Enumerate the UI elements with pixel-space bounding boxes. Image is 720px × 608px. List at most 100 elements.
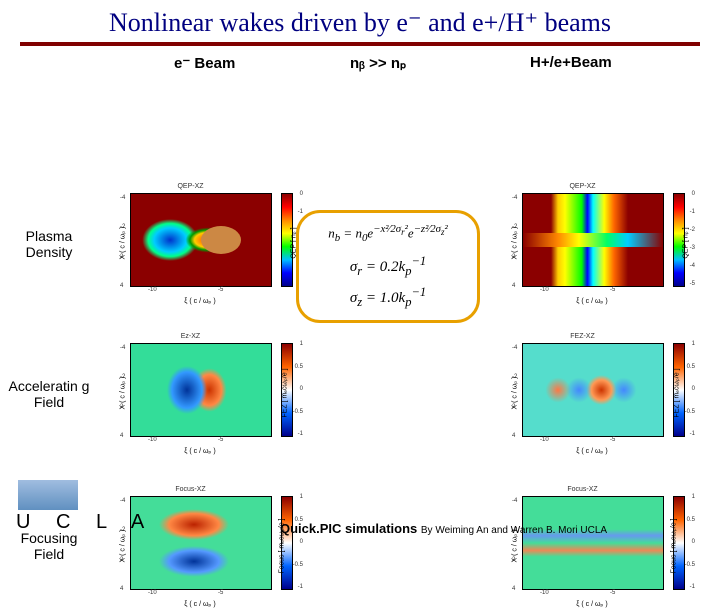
ytick: -2 <box>512 374 517 380</box>
plot-xlabel: ξ ( c / ωₚ ) <box>522 297 662 305</box>
xtick: -5 <box>218 437 223 443</box>
ytick: 2 <box>120 557 123 563</box>
colorbar-label: FEZ [ mₑcωₚ/e ] <box>672 368 680 417</box>
cbtick: 0 <box>692 386 695 392</box>
cbtick: -5 <box>690 281 695 287</box>
footer: Quick.PIC simulations By Weiming An and … <box>280 521 607 536</box>
slide-title: Nonlinear wakes driven by e⁻ and e+/H⁺ b… <box>0 0 720 42</box>
ytick: 2 <box>120 404 123 410</box>
cbtick: -2 <box>690 227 695 233</box>
ytick: -4 <box>512 498 517 504</box>
cbtick: -1 <box>690 584 695 590</box>
formula-line1: nb = n0e−x²⁄2σr²e−z²⁄2σz² <box>313 223 463 244</box>
cbtick: 1 <box>692 341 695 347</box>
col-header-right: H+/e+Beam <box>530 54 612 71</box>
plot-area <box>130 193 272 287</box>
cbtick: -1 <box>690 209 695 215</box>
plot-title: FEZ-XZ <box>500 333 665 340</box>
title-rule <box>20 42 700 46</box>
ytick: 2 <box>512 404 515 410</box>
plot-title: QEP-XZ <box>108 183 273 190</box>
xtick: -5 <box>218 590 223 596</box>
plot-accel-right: FEZ-XZX ( c / ωₚ )ξ ( c / ωₚ )FEZ [ mₑcω… <box>500 333 695 453</box>
cbtick: -0.5 <box>685 562 695 568</box>
colorbar-label: QEP [ nₚ ] <box>681 227 689 258</box>
plot-xlabel: ξ ( c / ωₚ ) <box>522 600 662 608</box>
plot-xlabel: ξ ( c / ωₚ ) <box>522 447 662 455</box>
ucla-text: U C L A <box>16 511 154 534</box>
ytick: 2 <box>512 254 515 260</box>
xtick: -10 <box>540 437 549 443</box>
ytick: 2 <box>512 557 515 563</box>
plot-xlabel: ξ ( c / ωₚ ) <box>130 447 270 455</box>
row-label-focus: Focusing Field <box>4 530 94 562</box>
ucla-logo-image <box>18 480 78 510</box>
cbtick: 0.5 <box>687 364 695 370</box>
ytick: -4 <box>512 345 517 351</box>
xtick: -5 <box>218 287 223 293</box>
plot-accel-left: Ez-XZX ( c / ωₚ )ξ ( c / ωₚ )FEZ [ mₑcωₚ… <box>108 333 303 453</box>
footer-credit: By Weiming An and Warren B. Mori UCLA <box>421 525 607 536</box>
plot-focus-left: Focus-XZX ( c / ωₚ )ξ ( c / ωₚ )Focus [ … <box>108 486 303 606</box>
xtick: -10 <box>540 287 549 293</box>
xtick: -10 <box>148 590 157 596</box>
cbtick: 0.5 <box>687 517 695 523</box>
plot-area <box>522 496 664 590</box>
column-headers: e⁻ Beam nᵦ >> nₚ H+/e+Beam <box>0 54 720 78</box>
ytick: -4 <box>120 345 125 351</box>
formula-line3: σz = 1.0kp−1 <box>313 285 463 310</box>
plot-density-right: QEP-XZX ( c / ωₚ )ξ ( c / ωₚ )QEP [ nₚ ]… <box>500 183 695 303</box>
ytick: 4 <box>512 283 515 289</box>
plot-xlabel: ξ ( c / ωₚ ) <box>130 297 270 305</box>
footer-sim: Quick.PIC simulations <box>280 521 417 536</box>
cbtick: 1 <box>300 494 303 500</box>
cbtick: 1 <box>692 494 695 500</box>
plot-xlabel: ξ ( c / ωₚ ) <box>130 600 270 608</box>
ytick: -4 <box>120 498 125 504</box>
ytick: 4 <box>512 433 515 439</box>
ytick: 4 <box>512 586 515 592</box>
xtick: -10 <box>148 437 157 443</box>
xtick: -5 <box>610 287 615 293</box>
cbtick: 0 <box>692 191 695 197</box>
ytick: 4 <box>120 586 123 592</box>
xtick: -5 <box>610 437 615 443</box>
plot-focus-right: Focus-XZX ( c / ωₚ )ξ ( c / ωₚ )Focus [ … <box>500 486 695 606</box>
cbtick: -1 <box>690 431 695 437</box>
plot-area <box>522 343 664 437</box>
colorbar-label: Focus [ mₑcωₚ/e ] <box>669 518 677 573</box>
cbtick: -1 <box>298 584 303 590</box>
cbtick: -1 <box>298 209 303 215</box>
cbtick: 0 <box>300 386 303 392</box>
ytick: -4 <box>512 195 517 201</box>
cbtick: 0 <box>300 191 303 197</box>
ytick: -2 <box>512 224 517 230</box>
plot-title: Focus-XZ <box>500 486 665 493</box>
colorbar-label: FEZ [ mₑcωₚ/e ] <box>280 368 288 417</box>
formula-line2: σr = 0.2kp−1 <box>313 254 463 279</box>
plot-title: QEP-XZ <box>500 183 665 190</box>
ytick: -2 <box>120 374 125 380</box>
ytick: 4 <box>120 283 123 289</box>
plot-title: Focus-XZ <box>108 486 273 493</box>
cbtick: 1 <box>300 341 303 347</box>
cbtick: 0.5 <box>295 364 303 370</box>
ytick: -2 <box>120 224 125 230</box>
xtick: -10 <box>148 287 157 293</box>
plot-area <box>130 343 272 437</box>
row-label-density: Plasma Density <box>4 228 94 260</box>
row-label-accel: Acceleratin g Field <box>4 378 94 410</box>
cbtick: -1 <box>298 431 303 437</box>
xtick: -5 <box>610 590 615 596</box>
cbtick: -0.5 <box>293 409 303 415</box>
ytick: -4 <box>120 195 125 201</box>
plot-density-left: QEP-XZX ( c / ωₚ )ξ ( c / ωₚ )QEP [ nₚ ]… <box>108 183 303 303</box>
cbtick: -0.5 <box>685 409 695 415</box>
col-header-left: e⁻ Beam <box>174 54 235 72</box>
xtick: -10 <box>540 590 549 596</box>
plot-area <box>522 193 664 287</box>
ytick: 4 <box>120 433 123 439</box>
plot-title: Ez-XZ <box>108 333 273 340</box>
formula-box: nb = n0e−x²⁄2σr²e−z²⁄2σz² σr = 0.2kp−1 σ… <box>296 210 480 323</box>
cbtick: -0.5 <box>293 562 303 568</box>
